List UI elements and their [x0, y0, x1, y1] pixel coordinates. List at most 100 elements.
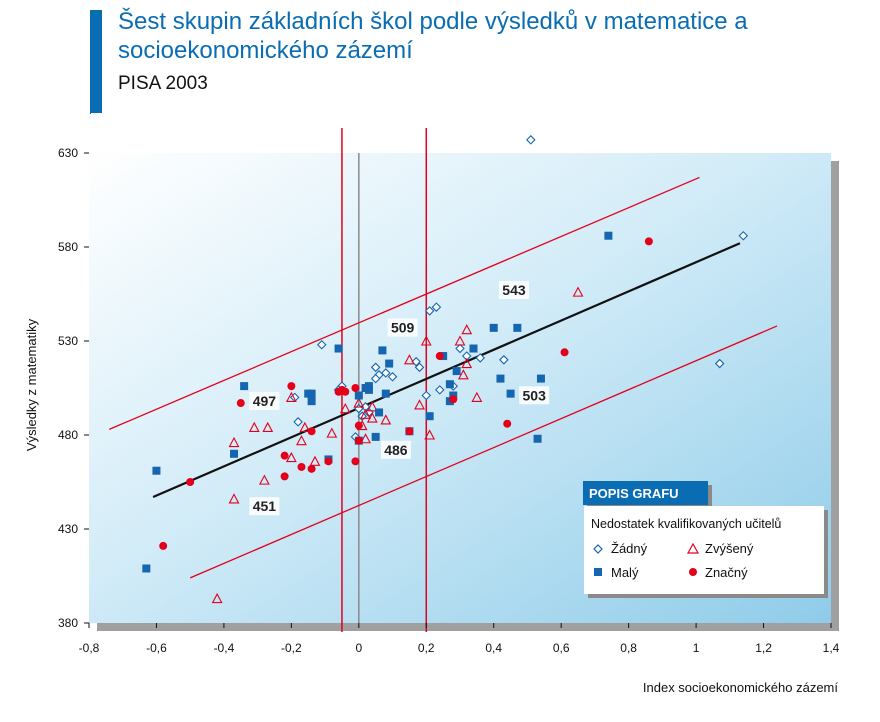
data-point-znacny [297, 462, 306, 471]
data-point-zvyseny [285, 451, 297, 463]
data-point-maly [452, 367, 461, 376]
data-point-zadny [293, 417, 303, 427]
legend-title: Nedostatek kvalifikovaných učitelů [591, 517, 781, 531]
group-label: 451 [253, 498, 277, 514]
data-point-zvyseny [228, 436, 240, 448]
group-label-bg [249, 391, 280, 410]
data-point-zvyseny [454, 335, 466, 346]
data-point-zadny [424, 306, 435, 316]
data-point-zvyseny [403, 354, 415, 365]
data-point-zadny [738, 230, 749, 241]
x-tick-label: 0 [355, 641, 362, 655]
data-point-zvyseny [339, 403, 351, 414]
data-point-maly [496, 374, 505, 383]
legend-item-znacny: Značný [689, 565, 748, 580]
x-tick-label: 0,8 [620, 641, 637, 655]
data-point-zadny [714, 358, 725, 369]
circle-marker-icon [689, 568, 697, 576]
data-point-znacny [236, 399, 245, 408]
data-point-zvyseny [461, 357, 473, 369]
y-tick-label: 630 [58, 146, 78, 160]
data-point-zvyseny [424, 429, 436, 440]
data-point-zvyseny [353, 397, 365, 408]
data-point-maly [152, 466, 161, 475]
data-point-znacny [280, 451, 289, 460]
y-tick-label: 380 [58, 616, 78, 630]
legend-box [584, 506, 824, 594]
data-point-zadny [316, 339, 327, 350]
x-tick-label: -0,8 [79, 641, 100, 655]
data-point-znacny [307, 464, 316, 473]
legend-label: Malý [611, 565, 639, 580]
data-point-maly [536, 374, 545, 383]
data-point-zvyseny [572, 286, 584, 297]
data-point-znacny [341, 387, 350, 396]
x-tick-label: 1,4 [823, 641, 840, 655]
legend: POPIS GRAFU Nedostatek kvalifikovaných u… [583, 481, 828, 598]
y-axis-title: Výsledky z matematiky [24, 318, 39, 451]
data-point-maly [354, 391, 363, 400]
data-point-zvyseny [420, 335, 432, 346]
data-point-zvyseny [258, 474, 270, 485]
data-point-znacny [159, 541, 168, 550]
band-line [108, 176, 700, 430]
group-label-bg [380, 440, 411, 459]
data-point-znacny [560, 348, 569, 357]
data-point-maly [364, 385, 373, 394]
x-tick-label: 0,2 [418, 641, 435, 655]
legend-label: Značný [705, 565, 748, 580]
data-point-zvyseny [360, 433, 371, 444]
data-point-zvyseny [380, 414, 392, 425]
data-point-znacny [503, 419, 512, 428]
group-label: 486 [384, 442, 408, 458]
x-tick-label: -0,4 [214, 641, 235, 655]
data-point-znacny [405, 427, 414, 436]
data-point-zadny [431, 302, 442, 312]
group-label: 543 [502, 282, 526, 298]
group-label: 503 [523, 387, 547, 403]
legend-item-maly: Malý [594, 565, 639, 580]
x-tick-label: 1,2 [755, 641, 772, 655]
data-point-zvyseny [262, 421, 274, 433]
points-layer [142, 135, 749, 604]
legend-label: Žádný [611, 541, 648, 556]
data-point-znacny [280, 472, 289, 481]
data-point-znacny [644, 237, 653, 246]
data-point-zvyseny [366, 412, 378, 423]
x-tick-label: -0,2 [281, 641, 302, 655]
data-point-zadny [455, 343, 465, 354]
data-point-zadny [434, 385, 445, 395]
data-point-maly [375, 408, 384, 417]
page-subtitle: PISA 2003 [118, 73, 208, 94]
data-point-zadny [289, 392, 300, 403]
band-line [189, 325, 778, 579]
group-label-bg [387, 318, 418, 337]
data-point-maly [506, 389, 515, 398]
group-label-bg [249, 497, 280, 516]
x-tick-label: 0,4 [485, 641, 502, 655]
data-point-maly [378, 346, 387, 355]
data-point-maly [604, 231, 613, 240]
data-point-zvyseny [457, 369, 469, 380]
data-point-zadny [499, 355, 509, 365]
diamond-marker-icon [593, 544, 603, 554]
data-point-znacny [351, 384, 360, 392]
data-point-zvyseny [326, 427, 338, 438]
data-point-zadny [414, 362, 425, 373]
y-tick-label: 580 [58, 240, 78, 254]
square-marker-icon [594, 568, 602, 576]
legend-item-zvyseny: Zvýšený [686, 541, 754, 556]
data-point-zvyseny [366, 401, 378, 412]
data-point-maly [334, 344, 343, 353]
data-point-maly [385, 359, 394, 368]
title-accent-bar [90, 10, 102, 113]
data-point-zvyseny [471, 391, 483, 402]
ticks-layer: -0,8 -0,6 -0,4 -0,2 0 0,2 0,4 0,6 0,8 1 1,2 1,4 380 4… [58, 146, 840, 655]
data-point-znacny [354, 436, 363, 445]
data-point-maly [533, 434, 542, 443]
group-labels-layer: 543 509 497 503 486 451 [249, 281, 550, 516]
data-point-maly [142, 564, 151, 573]
regression-line [152, 242, 741, 499]
x-tick-label: 1 [693, 641, 700, 655]
data-point-znacny [324, 457, 333, 466]
